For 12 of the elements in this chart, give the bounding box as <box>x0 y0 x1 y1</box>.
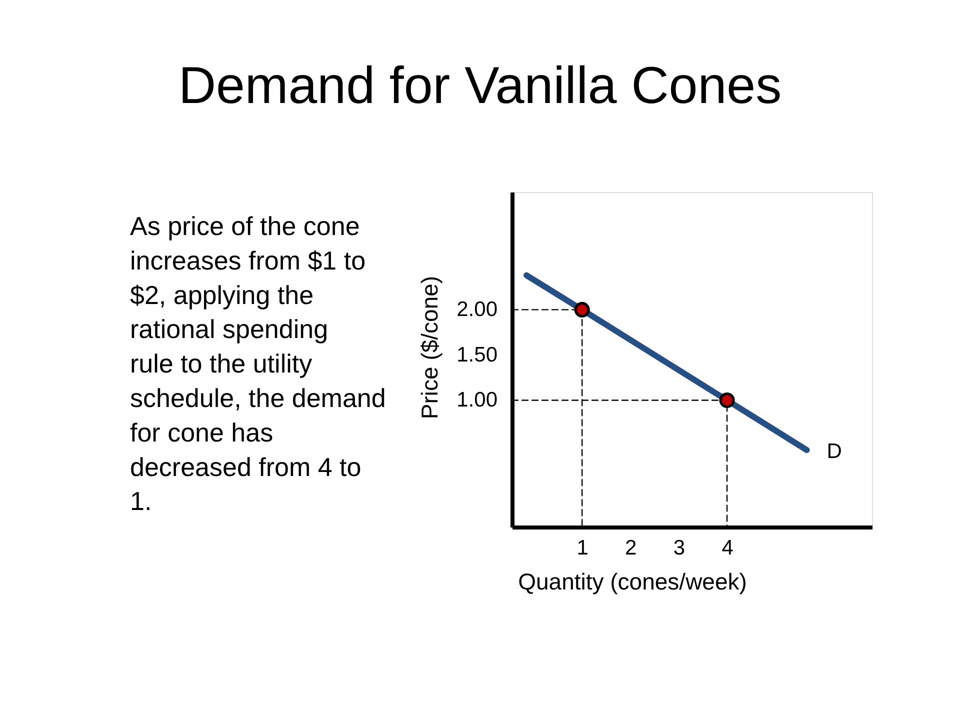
chart-title: Demand for Vanilla Cones <box>178 57 782 115</box>
y-axis-title: Price ($/cone) <box>416 276 442 420</box>
x-axis-title: Quantity (cones/week) <box>518 568 747 594</box>
x-tick-label: 1 <box>576 536 588 560</box>
y-tick-label: 1.00 <box>456 388 498 412</box>
text: As price of the cone increases from $1 to $2, applying the rational spending rule to the utility schedule, the demand for cone has decreased from 4 to 1. <box>130 211 386 516</box>
y-tick-label: 1.50 <box>456 343 498 366</box>
series-label: D <box>826 440 842 464</box>
x-tick-label: 4 <box>722 536 734 560</box>
y-tick-label: 2.00 <box>456 298 498 322</box>
x-tick-label: 3 <box>673 536 686 560</box>
x-tick-label: 2 <box>625 536 637 560</box>
